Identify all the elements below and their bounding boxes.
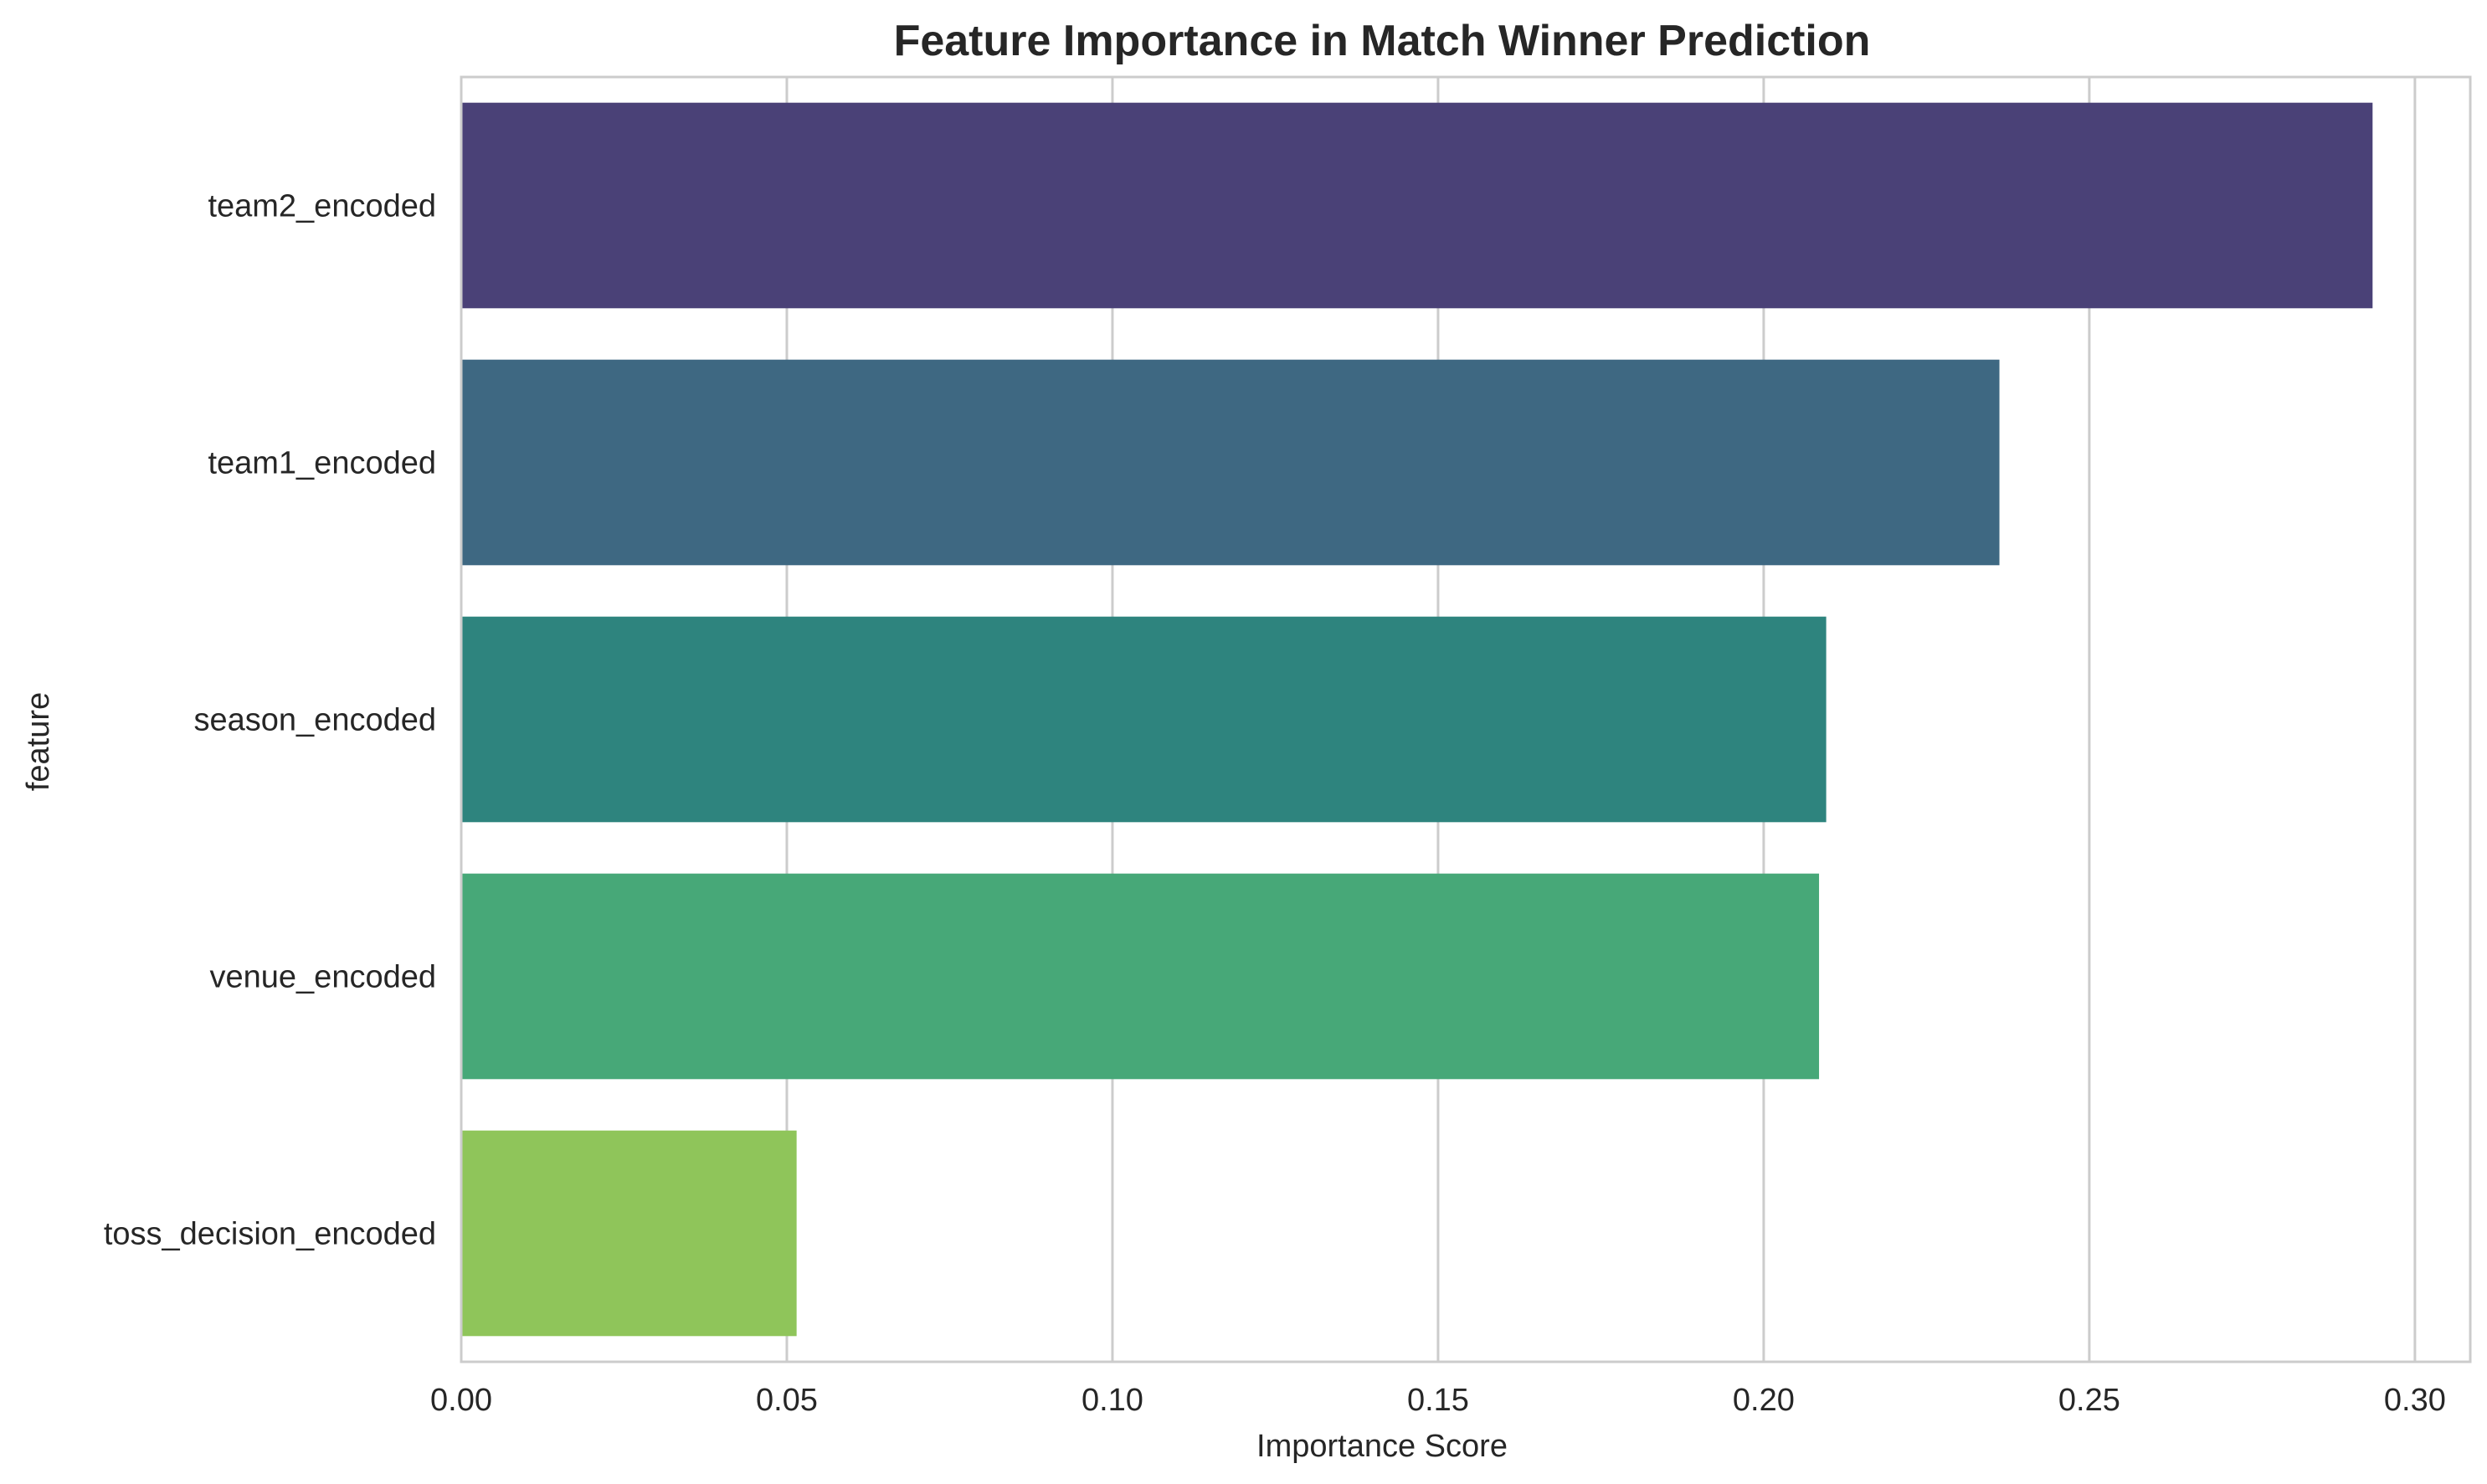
chart-title: Feature Importance in Match Winner Predi… (894, 17, 1871, 65)
x-tick-labels: 0.00 0.05 0.10 0.15 0.20 0.25 0.30 (430, 1383, 2446, 1418)
x-tick-label: 0.05 (756, 1383, 818, 1418)
x-tick-label: 0.30 (2384, 1383, 2446, 1418)
y-axis-label: feature (21, 692, 56, 791)
x-tick-label: 0.20 (1733, 1383, 1795, 1418)
bars (461, 102, 2373, 1337)
bar-toss-decision-encoded (461, 1130, 797, 1337)
x-tick-label: 0.25 (2058, 1383, 2120, 1418)
y-tick-label: venue_encoded (210, 960, 436, 995)
x-tick-label: 0.10 (1082, 1383, 1143, 1418)
bar-venue-encoded (461, 873, 1820, 1080)
y-tick-label: season_encoded (194, 703, 436, 738)
plot-frame (460, 75, 2472, 1363)
y-tick-labels: team2_encoded team1_encoded season_encoded… (104, 189, 436, 1252)
y-tick-label: team2_encoded (208, 189, 436, 224)
x-axis-label: Importance Score (1256, 1429, 1508, 1464)
x-tick-label: 0.15 (1407, 1383, 1469, 1418)
x-tick-label: 0.00 (430, 1383, 492, 1418)
y-tick-label: toss_decision_encoded (104, 1217, 436, 1252)
bar-team2-encoded (461, 102, 2373, 309)
bar-team1-encoded (461, 359, 2000, 566)
y-tick-label: team1_encoded (208, 446, 436, 481)
bar-season-encoded (461, 616, 1827, 823)
